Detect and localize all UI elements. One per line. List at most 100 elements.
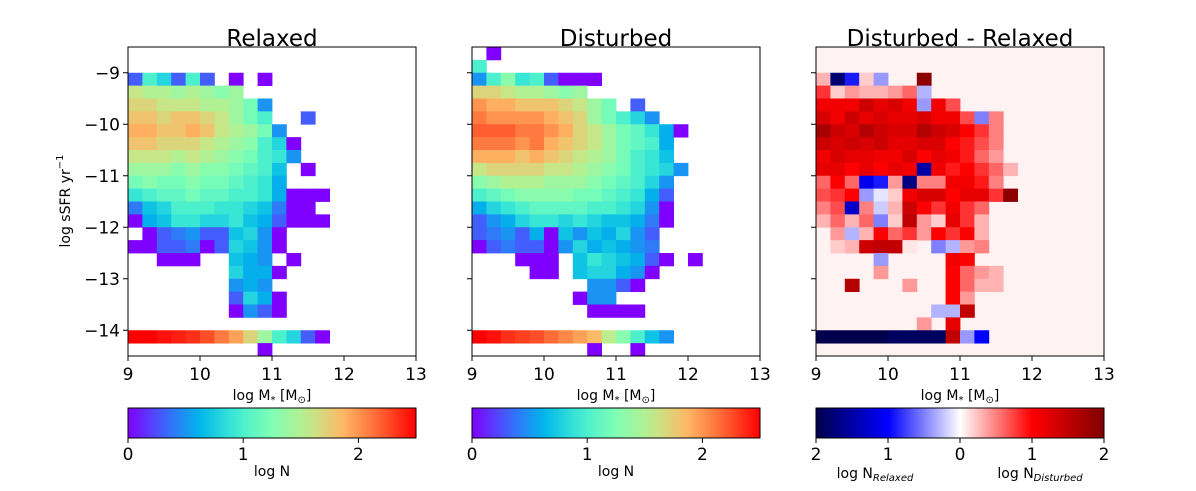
heatmap-cell bbox=[486, 201, 502, 215]
heatmap-cell bbox=[587, 214, 602, 228]
heatmap-cell bbox=[644, 150, 660, 164]
heatmap-cell bbox=[544, 175, 559, 190]
heatmap-cell bbox=[888, 124, 903, 138]
heatmap-cell bbox=[472, 162, 487, 177]
heatmap-cell bbox=[816, 72, 831, 87]
heatmap-cell bbox=[945, 304, 961, 318]
heatmap-cell bbox=[272, 265, 287, 280]
heatmap-cell bbox=[214, 111, 230, 125]
heatmap-cell bbox=[902, 175, 918, 190]
heatmap-cell bbox=[529, 137, 545, 151]
heatmap-cell bbox=[472, 72, 487, 87]
heatmap-cell bbox=[315, 214, 330, 228]
heatmap-cell bbox=[500, 137, 516, 151]
heatmap-cell bbox=[630, 265, 646, 280]
heatmap-cell bbox=[142, 201, 158, 215]
heatmap-cell bbox=[486, 47, 502, 61]
heatmap-cell bbox=[486, 227, 502, 241]
heatmap-cell bbox=[988, 137, 1004, 151]
heatmap-cell bbox=[960, 111, 975, 125]
heatmap-cell bbox=[315, 330, 330, 344]
heatmap-cell bbox=[156, 253, 172, 267]
heatmap-cell bbox=[128, 214, 143, 228]
heatmap-cell bbox=[257, 214, 273, 228]
heatmap-cell bbox=[644, 175, 660, 190]
heatmap-cell bbox=[486, 188, 502, 202]
heatmap-cell bbox=[544, 330, 559, 344]
heatmap-cell bbox=[272, 214, 287, 228]
heatmap-cell bbox=[472, 227, 487, 241]
heatmap-cell bbox=[572, 72, 588, 87]
heatmap-cell bbox=[960, 124, 975, 138]
heatmap-cell bbox=[142, 85, 158, 99]
heatmap-cell bbox=[988, 150, 1004, 164]
heatmap-cell bbox=[171, 162, 186, 177]
heatmap-cell bbox=[200, 72, 215, 87]
heatmap-cell bbox=[859, 137, 874, 151]
heatmap-cell bbox=[616, 137, 631, 151]
heatmap-cell bbox=[974, 124, 990, 138]
heatmap-cell bbox=[945, 124, 961, 138]
heatmap-cell bbox=[988, 111, 1004, 125]
heatmap-cell bbox=[587, 227, 602, 241]
heatmap-cell bbox=[500, 227, 516, 241]
heatmap-cell bbox=[902, 227, 918, 241]
heatmap-cell bbox=[171, 72, 186, 87]
heatmap-cell bbox=[286, 150, 302, 164]
heatmap-cell bbox=[960, 150, 975, 164]
heatmap-cell bbox=[888, 201, 903, 215]
heatmap-cell bbox=[515, 124, 530, 138]
heatmap-cell bbox=[830, 111, 846, 125]
heatmap-cell bbox=[156, 214, 172, 228]
heatmap-cell bbox=[142, 72, 158, 87]
heatmap-cell bbox=[257, 72, 273, 87]
heatmap-cell bbox=[486, 175, 502, 190]
heatmap-cell bbox=[859, 227, 874, 241]
heatmap-cell bbox=[945, 265, 961, 280]
heatmap-cell bbox=[916, 188, 932, 202]
heatmap-cell bbox=[171, 201, 186, 215]
heatmap-cell bbox=[859, 188, 874, 202]
heatmap-cell bbox=[185, 85, 201, 99]
heatmap-cell bbox=[257, 265, 273, 280]
heatmap-cell bbox=[630, 175, 646, 190]
heatmap-cell bbox=[816, 175, 831, 190]
heatmap-cell bbox=[185, 330, 201, 344]
heatmap-cell bbox=[659, 188, 674, 202]
heatmap-cell bbox=[630, 330, 646, 344]
heatmap-cell bbox=[873, 98, 889, 112]
heatmap-cell bbox=[500, 98, 516, 112]
heatmap-cell bbox=[228, 188, 244, 202]
heatmap-cell bbox=[960, 137, 975, 151]
x-axis-label: log M* [M⊙] bbox=[233, 388, 312, 406]
heatmap-cell bbox=[673, 162, 689, 177]
heatmap-cell bbox=[916, 150, 932, 164]
heatmap-cell bbox=[300, 111, 316, 125]
heatmap-cell bbox=[844, 98, 860, 112]
heatmap-cell bbox=[988, 124, 1004, 138]
heatmap-cell bbox=[888, 85, 903, 99]
heatmap-cell bbox=[529, 150, 545, 164]
heatmap-cell bbox=[243, 278, 258, 293]
heatmap-cell bbox=[228, 150, 244, 164]
heatmap-cell bbox=[630, 150, 646, 164]
heatmap-cell bbox=[945, 188, 961, 202]
heatmap-cell bbox=[500, 214, 516, 228]
heatmap-cell bbox=[257, 201, 273, 215]
heatmap-cell bbox=[500, 162, 516, 177]
x-tick-label: 11 bbox=[949, 365, 971, 385]
heatmap-cell bbox=[300, 188, 316, 202]
x-tick-label: 9 bbox=[467, 365, 478, 385]
colorbar-tick-label: 0 bbox=[955, 445, 966, 465]
heatmap-cell bbox=[888, 137, 903, 151]
heatmap-cell bbox=[228, 278, 244, 293]
heatmap-cell bbox=[945, 317, 961, 331]
heatmap-cell bbox=[587, 150, 602, 164]
heatmap-cell bbox=[558, 150, 574, 164]
heatmap-cell bbox=[974, 150, 990, 164]
heatmap-cell bbox=[644, 265, 660, 280]
heatmap-cell bbox=[228, 98, 244, 112]
heatmap-cell bbox=[873, 137, 889, 151]
heatmap-cell bbox=[243, 98, 258, 112]
heatmap-cell bbox=[529, 265, 545, 280]
